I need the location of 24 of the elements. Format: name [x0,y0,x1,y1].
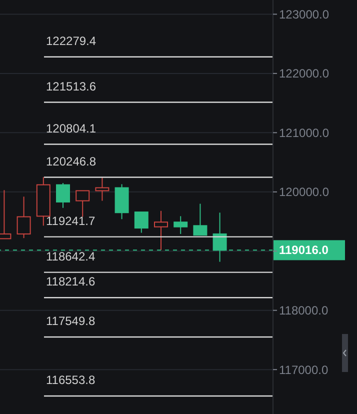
ref-line-label: 118642.4 [46,249,96,264]
y-tick-label: 123000.0 [279,7,330,22]
ref-line-label: 118214.6 [46,274,96,289]
y-tick-label: 118000.0 [279,304,328,318]
ref-line-label: 120246.8 [46,154,96,168]
candlestick [95,176,110,202]
ref-line-label: 116553.8 [46,373,96,388]
y-tick-label: 121000.0 [279,126,330,140]
candlestick [16,196,31,239]
y-tick-label: 122000.0 [279,66,330,81]
candlestick [154,210,168,250]
y-tick-label: 120000.0 [279,185,330,200]
candlestick [76,190,90,218]
ref-line-label: 120804.1 [46,121,96,136]
y-tick-label: 117000.0 [279,362,328,377]
ref-line-label: 122279.4 [46,34,96,48]
ref-line-label: 119016.0 [279,243,329,258]
candlestick [174,216,188,234]
candlestick [56,182,70,208]
ref-line-label: 121513.6 [46,79,96,94]
candlestick [134,212,148,234]
ref-line-label: 117549.8 [46,314,96,328]
ref-line-label: 119241.7 [46,214,96,228]
candlestick [193,203,208,236]
